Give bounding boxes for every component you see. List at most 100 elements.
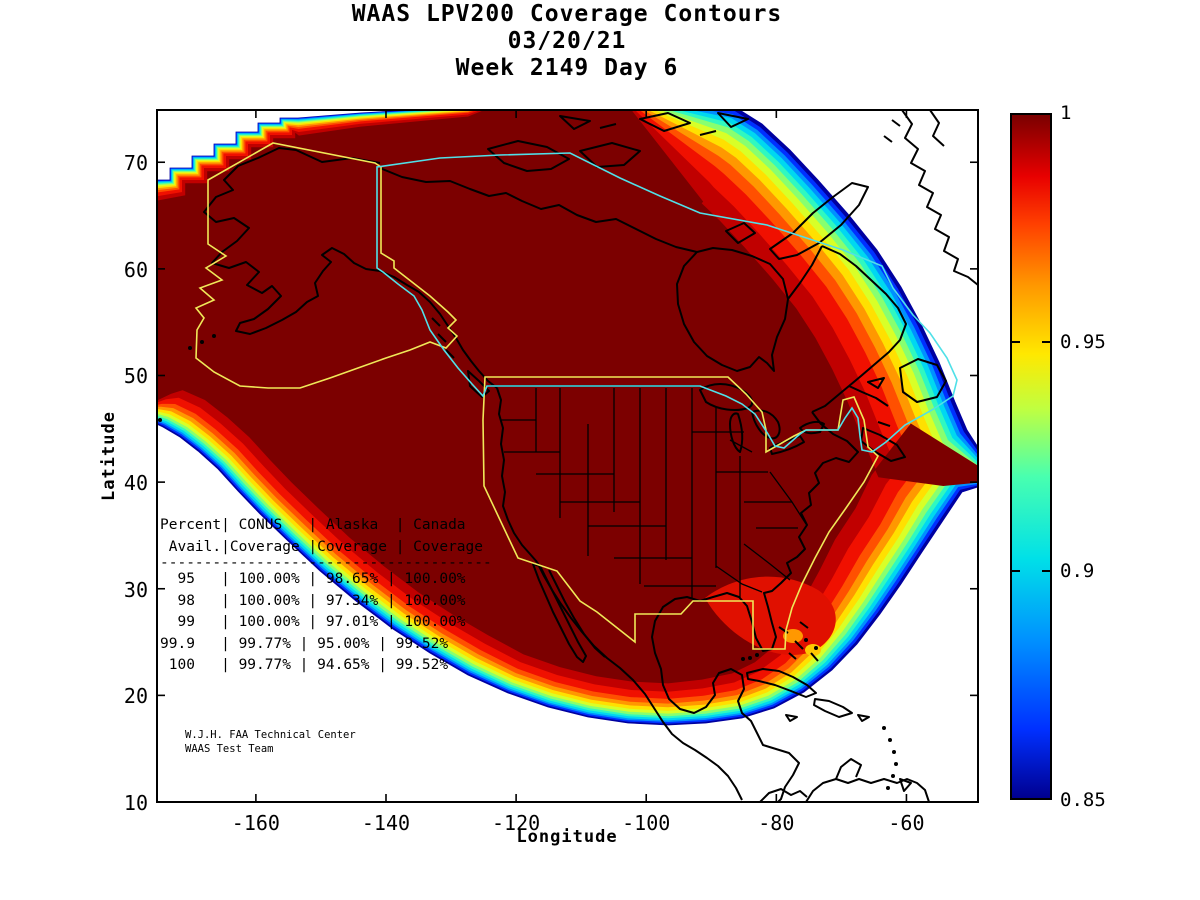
service-volume-outlines (194, 142, 958, 650)
colorbar (1010, 113, 1052, 800)
coastline-path (751, 409, 781, 440)
x-axis-label: Longitude (516, 827, 618, 847)
coastline-path (877, 421, 891, 427)
x-tick-label: -60 (888, 811, 925, 835)
coastline-path (496, 387, 538, 563)
coastline-path (857, 714, 870, 722)
island-dot (888, 738, 892, 742)
y-tick-label: 60 (123, 257, 148, 282)
table-row: 98 | 100.00% | 97.34% | 100.00% (160, 592, 466, 609)
y-tick-label: 30 (123, 577, 148, 602)
island-dot (891, 774, 895, 778)
coastline-path (639, 112, 691, 132)
credit-line-1: W.J.H. FAA Technical Center (185, 729, 356, 741)
y-tick-label: 70 (123, 151, 148, 176)
coastline-path (899, 778, 912, 792)
x-tick-label: -80 (758, 811, 795, 835)
coastline-path (379, 167, 698, 253)
island-dot (200, 340, 204, 344)
coastline-path (901, 110, 978, 286)
y-axis-label: Latitude (99, 411, 119, 501)
x-tick-label: -100 (622, 811, 671, 835)
table-row: 99.9 | 99.77% | 95.00% | 99.52% (160, 635, 449, 652)
colorbar-tick-label: 1 (1060, 102, 1072, 124)
y-tick-label: 10 (123, 791, 148, 815)
credit-line-2: WAAS Test Team (185, 742, 274, 755)
coastline-path (717, 112, 749, 128)
island-dot (158, 418, 162, 422)
coastline-path (785, 714, 798, 722)
coastline-path (599, 123, 717, 136)
chart-week-day: Week 2149 Day 6 (455, 55, 679, 81)
chart-title: WAAS LPV200 Coverage Contours (351, 1, 783, 27)
table-separator: -------------------------------------- (160, 555, 492, 571)
availability-table: Percent| CONUS | Alaska | Canada Avail.|… (160, 515, 492, 677)
plot-border (156, 109, 979, 803)
coastline-path (769, 182, 869, 260)
x-tick-label: -140 (361, 811, 411, 835)
coastline-path (835, 758, 862, 780)
island-dot (886, 786, 890, 790)
coastline-path (676, 247, 789, 372)
canada-border-outline (376, 152, 958, 453)
island-dot (892, 750, 896, 754)
island-dot (804, 638, 808, 642)
state-border-path (743, 543, 791, 581)
island-dot (814, 646, 818, 650)
y-tick-label: 40 (123, 471, 148, 496)
x-tick-label: -120 (492, 811, 541, 835)
coastline-path (867, 377, 885, 389)
credit-text: W.J.H. FAA Technical Center WAAS Test Te… (185, 729, 356, 756)
coastline-path (813, 698, 853, 718)
coastline-path (883, 119, 901, 143)
colorbar-tick (1042, 570, 1051, 572)
chart-title-block: WAAS LPV200 Coverage Contours 03/20/21 W… (167, 1, 967, 82)
coastlines-layer (158, 110, 978, 802)
y-tick-label: 20 (123, 684, 148, 709)
coastline-path (746, 668, 817, 698)
contour-core (157, 110, 978, 684)
coastline-path (651, 411, 859, 802)
island-dot (882, 726, 886, 730)
coastline-path (759, 788, 808, 802)
coastline-path (725, 222, 756, 244)
colorbar-tick (1042, 341, 1051, 343)
colorbar-tick (1011, 341, 1020, 343)
colorbar-tick-label: 0.85 (1060, 789, 1106, 811)
island-dot (188, 346, 192, 350)
state-border-path (769, 471, 807, 525)
colorbar-tick (1011, 570, 1020, 572)
coastline-path (455, 337, 498, 389)
coastline-path (929, 110, 945, 147)
coastline-path (467, 370, 490, 398)
state-border-path (715, 565, 763, 593)
conus-service-outline (482, 376, 880, 650)
table-header-row: Avail.|Coverage |Coverage | Coverage (160, 538, 484, 555)
alaska-service-outline (194, 142, 459, 389)
coastline-path (848, 385, 889, 407)
island-dot (212, 334, 216, 338)
coastline-path (805, 778, 930, 802)
table-row: 100 | 99.77% | 94.65% | 99.52% (160, 657, 449, 673)
coastline-path (431, 317, 455, 359)
island-dot (755, 653, 759, 657)
island-dot (741, 657, 745, 661)
coastline-path (811, 245, 907, 413)
coastline-path (559, 115, 591, 130)
table-row: 99 | 100.00% | 97.01% | 100.00% (160, 614, 466, 630)
state-border-path (729, 439, 753, 453)
island-dot (894, 762, 898, 766)
coastline-path (799, 420, 825, 435)
coastline-path (778, 621, 819, 662)
coastline-path (536, 561, 743, 801)
chart-date: 03/20/21 (507, 28, 627, 54)
coastline-path (787, 245, 823, 300)
colorbar-tick-label: 0.95 (1060, 331, 1106, 353)
axes-frame (156, 109, 979, 803)
island-dot (748, 656, 752, 660)
table-header-row: Percent| CONUS | Alaska | Canada (160, 517, 466, 533)
x-tick-label: -160 (231, 811, 280, 835)
coastline-path (487, 140, 570, 172)
